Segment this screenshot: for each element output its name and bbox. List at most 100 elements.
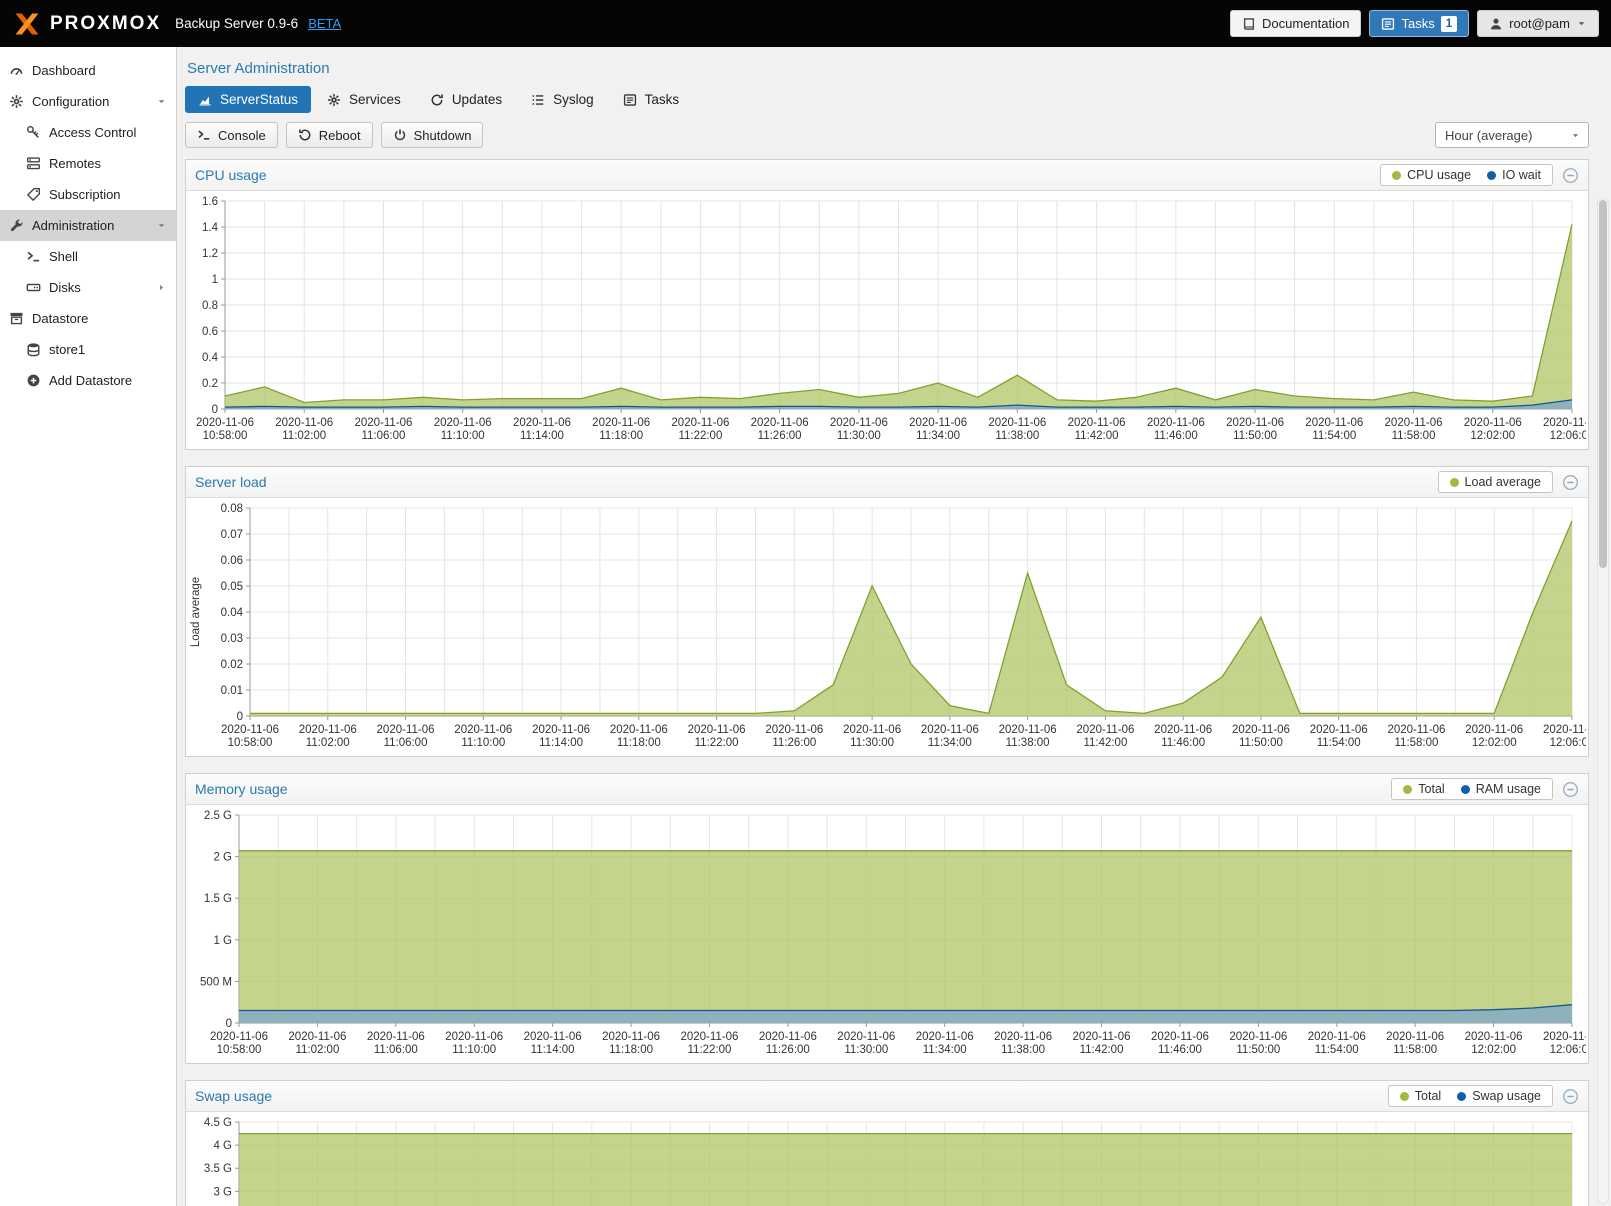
svg-text:11:34:00: 11:34:00 bbox=[916, 430, 960, 442]
svg-text:2020-11-06: 2020-11-06 bbox=[671, 417, 729, 429]
svg-text:11:06:00: 11:06:00 bbox=[384, 737, 428, 749]
svg-text:11:06:00: 11:06:00 bbox=[362, 430, 406, 442]
reboot-button[interactable]: Reboot bbox=[286, 122, 373, 148]
collapse-icon[interactable] bbox=[1562, 167, 1579, 184]
tasks-button[interactable]: Tasks 1 bbox=[1369, 10, 1469, 37]
collapse-icon[interactable] bbox=[1562, 474, 1579, 491]
legend-dot bbox=[1403, 785, 1412, 794]
svg-text:2020-11-06: 2020-11-06 bbox=[434, 417, 492, 429]
chart-legend: Total Swap usage bbox=[1388, 1085, 1553, 1107]
svg-text:11:50:00: 11:50:00 bbox=[1236, 1044, 1280, 1056]
svg-text:4.5 G: 4.5 G bbox=[204, 1117, 232, 1129]
svg-text:2020-11-06: 2020-11-06 bbox=[1387, 724, 1445, 736]
svg-text:11:42:00: 11:42:00 bbox=[1075, 430, 1119, 442]
svg-text:11:46:00: 11:46:00 bbox=[1154, 430, 1198, 442]
sidebar-item-label: Remotes bbox=[49, 156, 101, 171]
sidebar-item-administration[interactable]: Administration bbox=[0, 210, 176, 241]
caret-down-icon bbox=[1576, 18, 1587, 29]
sidebar-item-remotes[interactable]: Remotes bbox=[0, 148, 176, 179]
beta-link[interactable]: BETA bbox=[308, 16, 341, 31]
tab-services[interactable]: Services bbox=[314, 86, 414, 113]
scrollbar-thumb[interactable] bbox=[1599, 200, 1607, 568]
panel-server-load: Server load Load average 00.010.020.030.… bbox=[185, 466, 1589, 757]
svg-text:1.4: 1.4 bbox=[202, 222, 219, 234]
svg-text:11:22:00: 11:22:00 bbox=[688, 1044, 732, 1056]
legend-dot bbox=[1400, 1092, 1409, 1101]
charts-area: CPU usage CPU usageIO wait 00.20.40.60.8… bbox=[177, 159, 1611, 1206]
svg-text:11:30:00: 11:30:00 bbox=[837, 430, 881, 442]
tab-updates[interactable]: Updates bbox=[417, 86, 515, 113]
svg-text:11:10:00: 11:10:00 bbox=[461, 737, 505, 749]
user-menu-button[interactable]: root@pam bbox=[1477, 10, 1599, 37]
legend-item[interactable]: Total bbox=[1403, 782, 1444, 796]
legend-item[interactable]: Swap usage bbox=[1457, 1089, 1541, 1103]
svg-text:0: 0 bbox=[212, 404, 218, 416]
tab-tasks[interactable]: Tasks bbox=[610, 86, 693, 113]
panel-header: Memory usage Total RAM usage bbox=[186, 774, 1588, 805]
sidebar-item-store1[interactable]: store1 bbox=[0, 334, 176, 365]
chart-body: 0500 M1 G1.5 G2 G2.5 G2020-11-0610:58:00… bbox=[186, 805, 1588, 1063]
documentation-button[interactable]: Documentation bbox=[1230, 10, 1361, 37]
svg-text:0: 0 bbox=[237, 711, 243, 723]
page-title: Server Administration bbox=[187, 60, 1611, 77]
main-content: Server Administration ServerStatusServic… bbox=[177, 47, 1611, 1206]
shutdown-label: Shutdown bbox=[414, 128, 472, 143]
legend-item[interactable]: Total bbox=[1400, 1089, 1441, 1103]
svg-text:11:38:00: 11:38:00 bbox=[1001, 1044, 1045, 1056]
legend-dot bbox=[1487, 171, 1496, 180]
console-button[interactable]: Console bbox=[185, 122, 278, 148]
svg-text:11:54:00: 11:54:00 bbox=[1312, 430, 1356, 442]
tab-syslog[interactable]: Syslog bbox=[518, 86, 607, 113]
panel-header: Server load Load average bbox=[186, 467, 1588, 498]
svg-text:2020-11-06: 2020-11-06 bbox=[610, 724, 668, 736]
ticket-icon bbox=[26, 187, 41, 202]
sidebar-item-dashboard[interactable]: Dashboard bbox=[0, 55, 176, 86]
list-icon bbox=[531, 93, 545, 107]
sidebar-item-disks[interactable]: Disks bbox=[0, 272, 176, 303]
collapse-icon[interactable] bbox=[1562, 781, 1579, 798]
svg-text:2020-11-06: 2020-11-06 bbox=[830, 417, 888, 429]
svg-text:2020-11-06: 2020-11-06 bbox=[909, 417, 967, 429]
svg-text:2020-11-06: 2020-11-06 bbox=[1543, 417, 1586, 429]
legend-item[interactable]: RAM usage bbox=[1461, 782, 1541, 796]
timeframe-select[interactable]: Hour (average) bbox=[1435, 122, 1589, 148]
svg-text:11:58:00: 11:58:00 bbox=[1393, 1044, 1437, 1056]
panel-swap-usage: Swap usage Total Swap usage 0500 M1 G1.5 … bbox=[185, 1080, 1589, 1206]
svg-text:2020-11-06: 2020-11-06 bbox=[688, 724, 746, 736]
power-icon bbox=[393, 128, 407, 142]
chart-body: 0500 M1 G1.5 G2 G2.5 G3 G3.5 G4 G4.5 G20… bbox=[186, 1112, 1588, 1206]
svg-text:2020-11-06: 2020-11-06 bbox=[454, 724, 512, 736]
legend-item[interactable]: CPU usage bbox=[1392, 168, 1471, 182]
tab-serverstatus[interactable]: ServerStatus bbox=[185, 86, 311, 113]
user-icon bbox=[1489, 17, 1503, 31]
sidebar-item-label: store1 bbox=[49, 342, 85, 357]
legend-item[interactable]: IO wait bbox=[1487, 168, 1541, 182]
sidebar-item-shell[interactable]: Shell bbox=[0, 241, 176, 272]
hdd-icon bbox=[26, 280, 41, 295]
svg-text:2020-11-06: 2020-11-06 bbox=[602, 1031, 660, 1043]
svg-text:0: 0 bbox=[226, 1018, 232, 1030]
sidebar-item-datastore[interactable]: Datastore bbox=[0, 303, 176, 334]
sidebar-item-subscription[interactable]: Subscription bbox=[0, 179, 176, 210]
svg-text:11:02:00: 11:02:00 bbox=[282, 430, 326, 442]
tasks-badge: 1 bbox=[1441, 16, 1457, 32]
svg-text:11:14:00: 11:14:00 bbox=[531, 1044, 575, 1056]
svg-text:11:54:00: 11:54:00 bbox=[1317, 737, 1361, 749]
sidebar-item-access-control[interactable]: Access Control bbox=[0, 117, 176, 148]
documentation-label: Documentation bbox=[1262, 16, 1349, 31]
legend-item[interactable]: Load average bbox=[1450, 475, 1541, 489]
vertical-scrollbar[interactable] bbox=[1597, 198, 1609, 1204]
svg-text:11:30:00: 11:30:00 bbox=[850, 737, 894, 749]
svg-text:2020-11-06: 2020-11-06 bbox=[1543, 724, 1586, 736]
collapse-icon[interactable] bbox=[1562, 1088, 1579, 1105]
svg-text:11:18:00: 11:18:00 bbox=[609, 1044, 653, 1056]
svg-text:2020-11-06: 2020-11-06 bbox=[680, 1031, 738, 1043]
sidebar-item-configuration[interactable]: Configuration bbox=[0, 86, 176, 117]
svg-text:2020-11-06: 2020-11-06 bbox=[916, 1031, 974, 1043]
svg-text:2020-11-06: 2020-11-06 bbox=[1386, 1031, 1444, 1043]
chart-icon bbox=[198, 93, 212, 107]
svg-text:0.03: 0.03 bbox=[221, 633, 243, 645]
panel-title: Memory usage bbox=[195, 781, 288, 797]
shutdown-button[interactable]: Shutdown bbox=[381, 122, 484, 148]
sidebar-item-add-datastore[interactable]: Add Datastore bbox=[0, 365, 176, 396]
